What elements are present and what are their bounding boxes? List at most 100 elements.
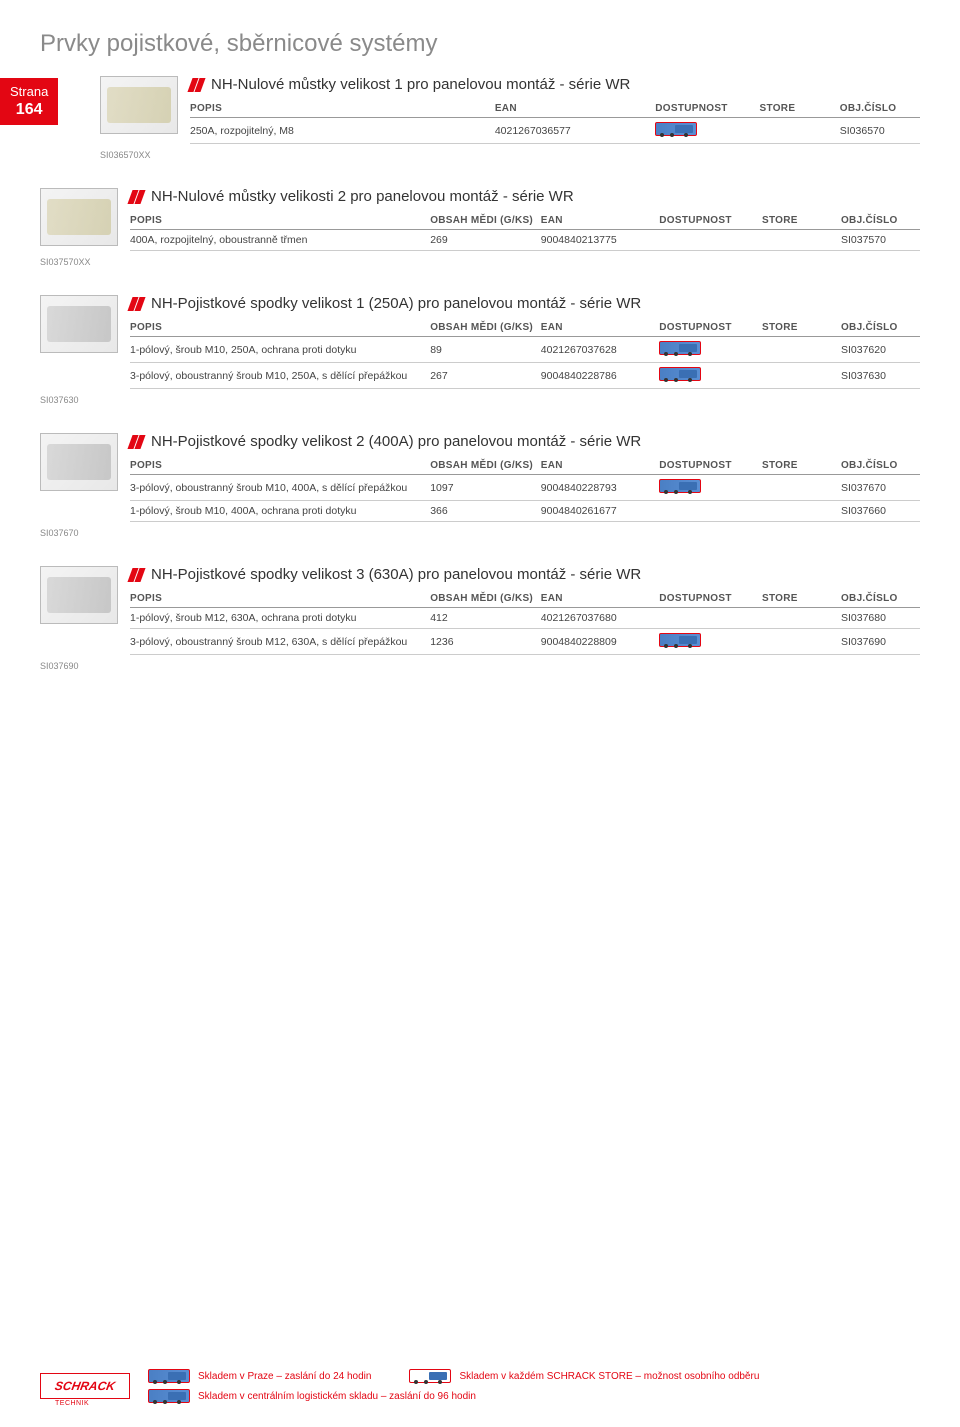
- truck-icon: [655, 122, 697, 136]
- cell-store: [762, 475, 841, 501]
- section-caption: SI037670: [40, 528, 920, 538]
- th-dostupnost: DOSTUPNOST: [655, 99, 759, 118]
- th-ean: EAN: [541, 211, 660, 230]
- cell-store: [762, 230, 841, 251]
- th-store: STORE: [762, 589, 841, 608]
- cell-ean: 9004840228809: [541, 629, 660, 655]
- cell-store: [762, 501, 841, 522]
- cell-dostupnost: [659, 337, 762, 363]
- cell-popis: 1-pólový, šroub M10, 400A, ochrana proti…: [130, 501, 430, 522]
- cell-obsah: 366: [430, 501, 541, 522]
- th-popis: POPIS: [130, 589, 430, 608]
- cell-obsah: 267: [430, 363, 541, 389]
- th-obsah: OBSAH MĚDI (G/KS): [430, 589, 541, 608]
- truck-outline-icon: [409, 1369, 451, 1383]
- product-thumbnail: [100, 76, 178, 134]
- table-row: 3-pólový, oboustranný šroub M10, 400A, s…: [130, 475, 920, 501]
- section-title: NH-Pojistkové spodky velikost 2 (400A) p…: [151, 433, 641, 450]
- table-row: 1-pólový, šroub M10, 250A, ochrana proti…: [130, 337, 920, 363]
- cell-ean: 9004840228793: [541, 475, 660, 501]
- page-title: Prvky pojistkové, sběrnicové systémy: [40, 30, 920, 58]
- table-row: 250A, rozpojitelný, M8 4021267036577 SI0…: [190, 118, 920, 144]
- section-title: NH-Pojistkové spodky velikost 3 (630A) p…: [151, 566, 641, 583]
- truck-icon: [659, 367, 701, 381]
- section-title: NH-Pojistkové spodky velikost 1 (250A) p…: [151, 295, 641, 312]
- th-obj: OBJ.ČÍSLO: [841, 211, 920, 230]
- cell-store: [762, 363, 841, 389]
- product-table: POPIS OBSAH MĚDI (G/KS) EAN DOSTUPNOST S…: [130, 318, 920, 389]
- cell-ean: 4021267037680: [541, 608, 660, 629]
- slash-icon: [130, 435, 143, 449]
- cell-obj: SI037660: [841, 501, 920, 522]
- th-store: STORE: [762, 211, 841, 230]
- cell-obsah: 269: [430, 230, 541, 251]
- product-table: POPIS OBSAH MĚDI (G/KS) EAN DOSTUPNOST S…: [130, 589, 920, 655]
- cell-dostupnost: [655, 118, 759, 144]
- cell-obj: SI037680: [841, 608, 920, 629]
- footer: SCHRACK Skladem v Praze – zaslání do 24 …: [40, 1369, 920, 1403]
- cell-store: [762, 629, 841, 655]
- cell-obsah: 412: [430, 608, 541, 629]
- cell-dostupnost: [659, 363, 762, 389]
- product-table: POPIS EAN DOSTUPNOST STORE OBJ.ČÍSLO 250…: [190, 99, 920, 144]
- page-number-badge: Strana 164: [0, 78, 58, 125]
- slash-icon: [130, 568, 143, 582]
- slash-icon: [190, 78, 203, 92]
- th-obj: OBJ.ČÍSLO: [841, 589, 920, 608]
- cell-popis: 3-pólový, oboustranný šroub M10, 250A, s…: [130, 363, 430, 389]
- schrack-logo: SCHRACK: [40, 1373, 130, 1399]
- truck-icon: [659, 341, 701, 355]
- th-dostupnost: DOSTUPNOST: [659, 456, 762, 475]
- product-table: POPIS OBSAH MĚDI (G/KS) EAN DOSTUPNOST S…: [130, 211, 920, 251]
- cell-popis: 250A, rozpojitelný, M8: [190, 118, 495, 144]
- section-title: NH-Nulové můstky velikost 1 pro panelovo…: [211, 76, 630, 93]
- page-badge-label: Strana: [10, 84, 48, 100]
- th-popis: POPIS: [130, 211, 430, 230]
- section-caption: SI037690: [40, 661, 920, 671]
- truck-icon: [148, 1369, 190, 1383]
- cell-store: [760, 118, 840, 144]
- slash-icon: [130, 190, 143, 204]
- cell-obj: SI037690: [841, 629, 920, 655]
- th-store: STORE: [760, 99, 840, 118]
- cell-ean: 4021267037628: [541, 337, 660, 363]
- th-ean: EAN: [541, 318, 660, 337]
- product-thumbnail: [40, 188, 118, 246]
- th-dostupnost: DOSTUPNOST: [659, 211, 762, 230]
- cell-dostupnost: [659, 475, 762, 501]
- cell-dostupnost: [659, 501, 762, 522]
- product-thumbnail: [40, 433, 118, 491]
- th-obj: OBJ.ČÍSLO: [840, 99, 920, 118]
- logo-text: SCHRACK: [54, 1379, 116, 1393]
- cell-ean: 4021267036577: [495, 118, 655, 144]
- cell-obj: SI037570: [841, 230, 920, 251]
- cell-store: [762, 337, 841, 363]
- cell-popis: 3-pólový, oboustranný šroub M10, 400A, s…: [130, 475, 430, 501]
- product-thumbnail: [40, 295, 118, 353]
- th-popis: POPIS: [130, 318, 430, 337]
- table-row: 1-pólový, šroub M12, 630A, ochrana proti…: [130, 608, 920, 629]
- cell-popis: 400A, rozpojitelný, oboustranně třmen: [130, 230, 430, 251]
- th-store: STORE: [762, 318, 841, 337]
- cell-store: [762, 608, 841, 629]
- cell-obj: SI037630: [841, 363, 920, 389]
- th-store: STORE: [762, 456, 841, 475]
- cell-obj: SI037670: [841, 475, 920, 501]
- th-obsah: OBSAH MĚDI (G/KS): [430, 318, 541, 337]
- cell-dostupnost: [659, 608, 762, 629]
- cell-ean: 9004840228786: [541, 363, 660, 389]
- section-caption: SI037630: [40, 395, 920, 405]
- th-obsah: OBSAH MĚDI (G/KS): [430, 456, 541, 475]
- product-table: POPIS OBSAH MĚDI (G/KS) EAN DOSTUPNOST S…: [130, 456, 920, 522]
- truck-icon: [148, 1389, 190, 1403]
- cell-popis: 1-pólový, šroub M10, 250A, ochrana proti…: [130, 337, 430, 363]
- table-row: 1-pólový, šroub M10, 400A, ochrana proti…: [130, 501, 920, 522]
- cell-ean: 9004840213775: [541, 230, 660, 251]
- cell-obj: SI036570: [840, 118, 920, 144]
- product-thumbnail: [40, 566, 118, 624]
- cell-popis: 1-pólový, šroub M12, 630A, ochrana proti…: [130, 608, 430, 629]
- section-caption: SI037570XX: [40, 257, 920, 267]
- cell-obsah: 89: [430, 337, 541, 363]
- table-row: 3-pólový, oboustranný šroub M10, 250A, s…: [130, 363, 920, 389]
- page-badge-number: 164: [10, 100, 48, 119]
